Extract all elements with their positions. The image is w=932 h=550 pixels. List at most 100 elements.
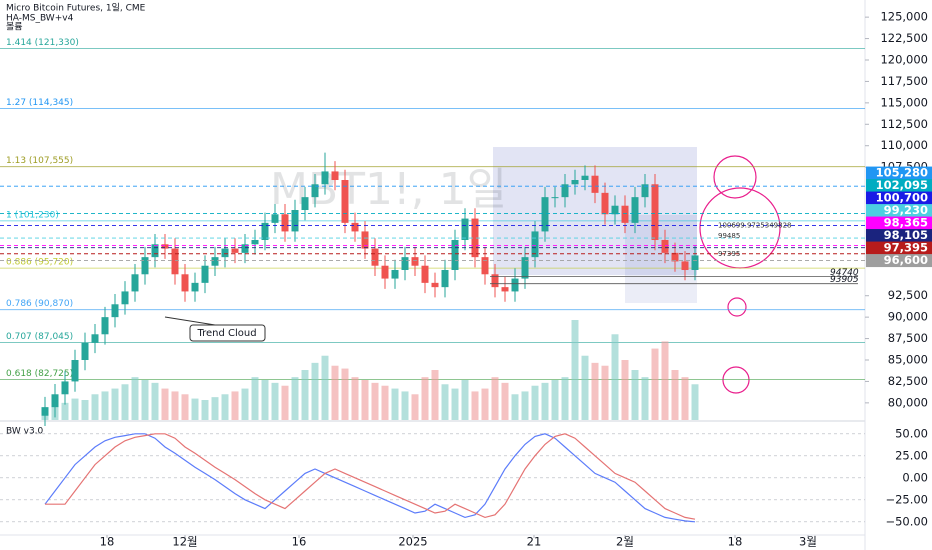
volume-bar [411, 394, 419, 420]
y-tick-label: 25.00 [895, 448, 928, 462]
candle-body [81, 342, 89, 360]
volume-bar [291, 377, 299, 420]
candle-body [421, 265, 429, 283]
candle-body [61, 381, 69, 395]
fib-label: 0.618 (82,725) [6, 369, 73, 379]
price-label: 98,365 [884, 216, 928, 230]
volume-bar [351, 377, 359, 420]
price-label-box [866, 179, 932, 193]
volume-bar [371, 382, 379, 420]
volume-bar [501, 382, 509, 420]
fib-label: 1 (101,230) [6, 210, 59, 220]
candle-body [691, 255, 699, 270]
volume-bar [211, 397, 219, 420]
volume-bar [621, 360, 629, 420]
candle-body [571, 180, 579, 185]
volume-bar [241, 388, 249, 420]
y-tick-label: 112,500 [880, 117, 928, 131]
y-tick-label: 82,500 [888, 374, 928, 388]
candle-body [321, 171, 329, 185]
volume-bar [491, 377, 499, 420]
x-tick-label: 21 [527, 535, 542, 549]
candle-body [581, 175, 589, 180]
callout-box [189, 324, 266, 342]
volume-bar [331, 365, 339, 420]
volume-bar [381, 385, 389, 420]
volume-bar [251, 377, 259, 420]
price-label-box [866, 241, 932, 255]
candle-body [381, 265, 389, 279]
candle-body [271, 214, 279, 223]
candle-body [291, 210, 299, 232]
candle-body [441, 270, 449, 288]
candle-body [331, 171, 339, 180]
volume-bar [431, 370, 439, 420]
candle-body [191, 282, 199, 292]
candle-body [461, 218, 469, 240]
candle-body [101, 317, 109, 335]
volume-bar [441, 384, 449, 420]
volume-bar [341, 368, 349, 420]
volume-bar [521, 391, 529, 420]
x-tick-label: 3월 [799, 535, 817, 549]
volume-bar [671, 370, 679, 420]
y-tick-label: 125,000 [880, 10, 928, 24]
candle-body [591, 175, 599, 193]
price-label-box [866, 229, 932, 243]
fib-label: 0.707 (87,045) [6, 332, 73, 342]
y-tick-label: 110,000 [880, 138, 928, 152]
candle-body [561, 184, 569, 198]
volume-bar [551, 380, 559, 420]
candle-body [651, 184, 659, 240]
candle-body [261, 222, 269, 240]
candle-body [131, 274, 139, 292]
candle-body [371, 248, 379, 266]
x-tick-label: 12월 [172, 535, 197, 549]
fib-label: 0.786 (90,870) [6, 299, 73, 309]
volume-bar [481, 388, 489, 420]
candle-body [401, 257, 409, 270]
volume-bar [561, 377, 569, 420]
volume-bar [451, 388, 459, 420]
candle-body [351, 222, 359, 232]
watermark: MBT1!, 1일 [270, 164, 507, 215]
volume-bar [301, 370, 309, 420]
volume-bar [101, 391, 109, 420]
annotation: 94740 [830, 268, 859, 278]
candle-body [91, 334, 99, 343]
x-tick-label: 2월 [616, 535, 634, 549]
volume-bar [611, 334, 619, 420]
volume-bar [661, 341, 669, 420]
volume-bar [281, 385, 289, 420]
candle-body [201, 265, 209, 283]
volume-bar [391, 388, 399, 420]
candle-body [611, 205, 619, 215]
marker-circle [713, 155, 757, 199]
candle-body [481, 257, 489, 275]
candle-body [141, 257, 149, 275]
fib-label: 1.414 (121,330) [6, 38, 79, 48]
volume-bar [121, 384, 129, 420]
candle-body [181, 274, 189, 292]
price-label-box [866, 254, 932, 268]
volume-bar [471, 391, 479, 420]
candle-body [501, 287, 509, 292]
range-box [625, 215, 697, 303]
candle-body [681, 261, 689, 270]
volume-bar [161, 388, 169, 420]
candle-body [241, 244, 249, 253]
volume-bar [111, 388, 119, 420]
fib-label: 1.13 (107,555) [6, 156, 73, 166]
candle-body [551, 197, 559, 199]
volume-bar [151, 382, 159, 420]
annotation: 97395 [718, 250, 740, 258]
y-tick-label: −50.00 [885, 514, 928, 528]
candle-body [361, 231, 369, 249]
price-label: 99,230 [884, 203, 928, 217]
volume-bar [691, 384, 699, 420]
volume-bar [231, 391, 239, 420]
volume-bar [361, 380, 369, 420]
volume-bar [641, 377, 649, 420]
price-label-box [866, 191, 932, 205]
